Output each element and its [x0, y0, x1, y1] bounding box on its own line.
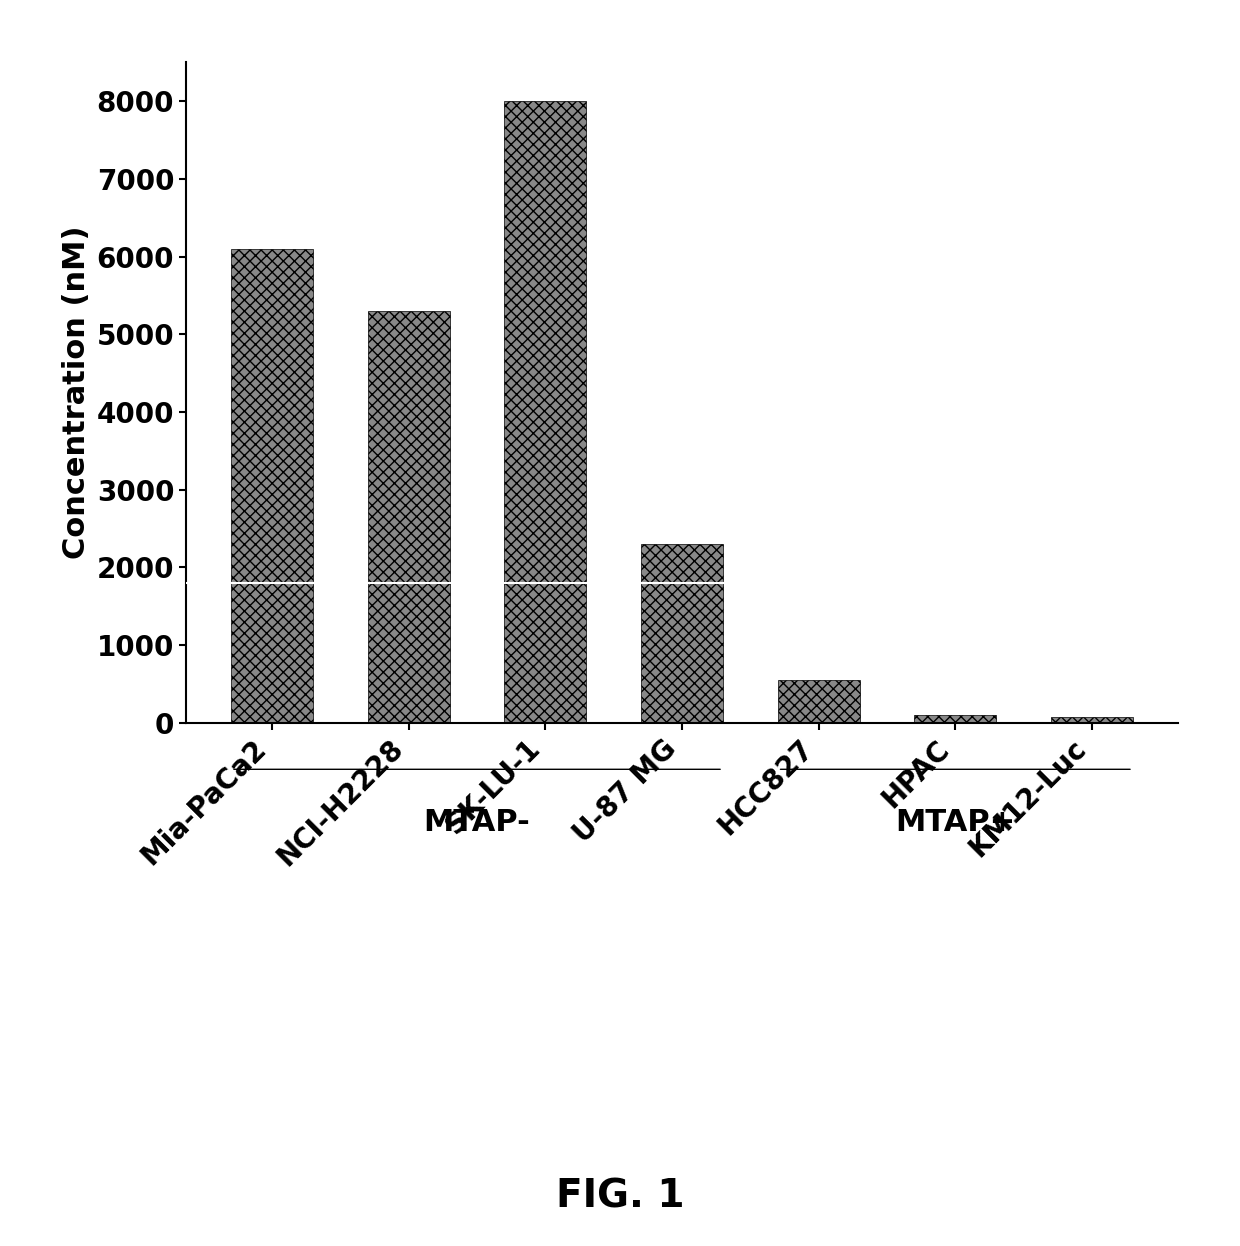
Bar — [914, 715, 996, 723]
Text: MTAP-: MTAP- — [424, 809, 531, 837]
Text: FIG. 1: FIG. 1 — [556, 1177, 684, 1215]
Bar — [641, 545, 723, 723]
Y-axis label: Concentration (nM): Concentration (nM) — [62, 226, 91, 559]
Bar — [368, 312, 450, 723]
Bar — [505, 101, 587, 723]
Text: MTAP+: MTAP+ — [895, 809, 1016, 837]
Bar — [777, 680, 859, 723]
Bar — [1052, 718, 1133, 723]
Bar — [231, 249, 312, 723]
